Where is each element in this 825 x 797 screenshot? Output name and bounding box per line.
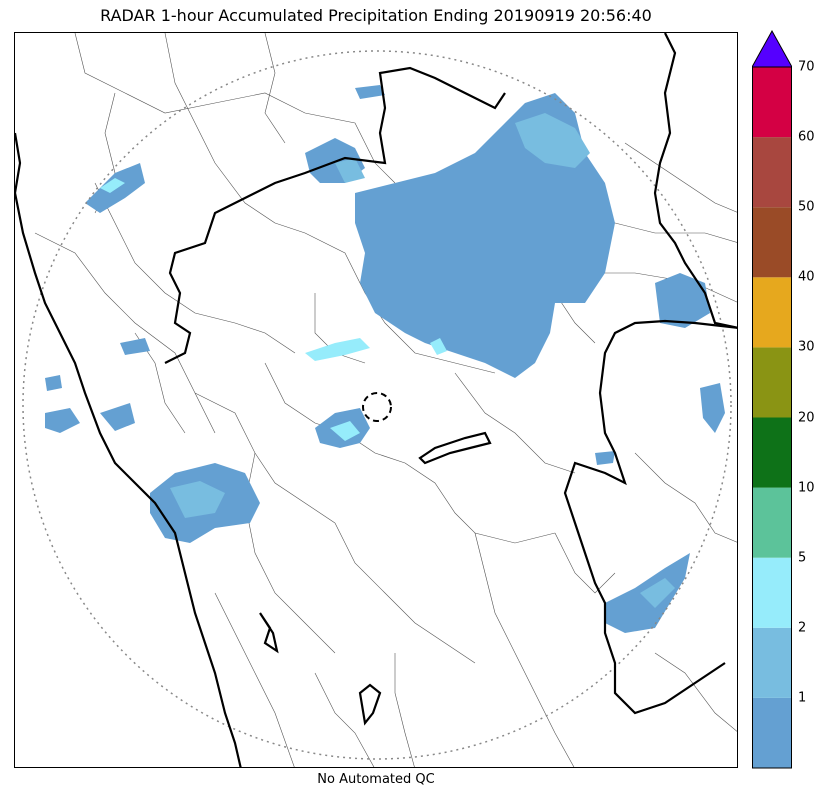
colorbar-bin: [752, 137, 792, 208]
colorbar-tick-label: 70: [798, 59, 815, 75]
colorbar-bin: [752, 417, 792, 488]
map-canvas: [15, 33, 737, 767]
colorbar-tick-label: 20: [798, 410, 815, 425]
colorbar-bin: [752, 557, 792, 628]
radar-map[interactable]: [14, 32, 738, 768]
colorbar-bin: [752, 697, 792, 768]
radar-site-marker[interactable]: [362, 392, 392, 422]
colorbar-tick-label: 50: [798, 199, 815, 215]
colorbar-extend-triangle: [752, 30, 792, 68]
colorbar-bin: [752, 207, 792, 278]
colorbar-bin: [752, 277, 792, 348]
range-ring: [22, 50, 732, 760]
colorbar-tick-label: 5: [798, 550, 807, 566]
colorbar-tick-label: 60: [798, 129, 815, 145]
coastline-borders: [15, 33, 737, 767]
colorbar: [752, 30, 792, 770]
colorbar-frame: [752, 66, 792, 769]
colorbar-bin: [752, 487, 792, 558]
colorbar-tick-label: 2: [798, 620, 807, 636]
colorbar-canvas: [752, 30, 792, 769]
colorbar-bin: [752, 347, 792, 418]
colorbar-bin: [752, 67, 792, 138]
precipitation-areas: [45, 85, 725, 633]
qc-note: No Automated QC: [317, 772, 435, 787]
colorbar-tick-label: 30: [798, 339, 815, 355]
colorbar-tick-label: 10: [798, 480, 815, 496]
map-title: RADAR 1-hour Accumulated Precipitation E…: [100, 6, 652, 25]
district-boundaries: [34, 33, 737, 767]
colorbar-tick-label: 1: [798, 690, 807, 706]
colorbar-bin: [752, 627, 792, 698]
colorbar-tick-label: 40: [798, 269, 815, 285]
